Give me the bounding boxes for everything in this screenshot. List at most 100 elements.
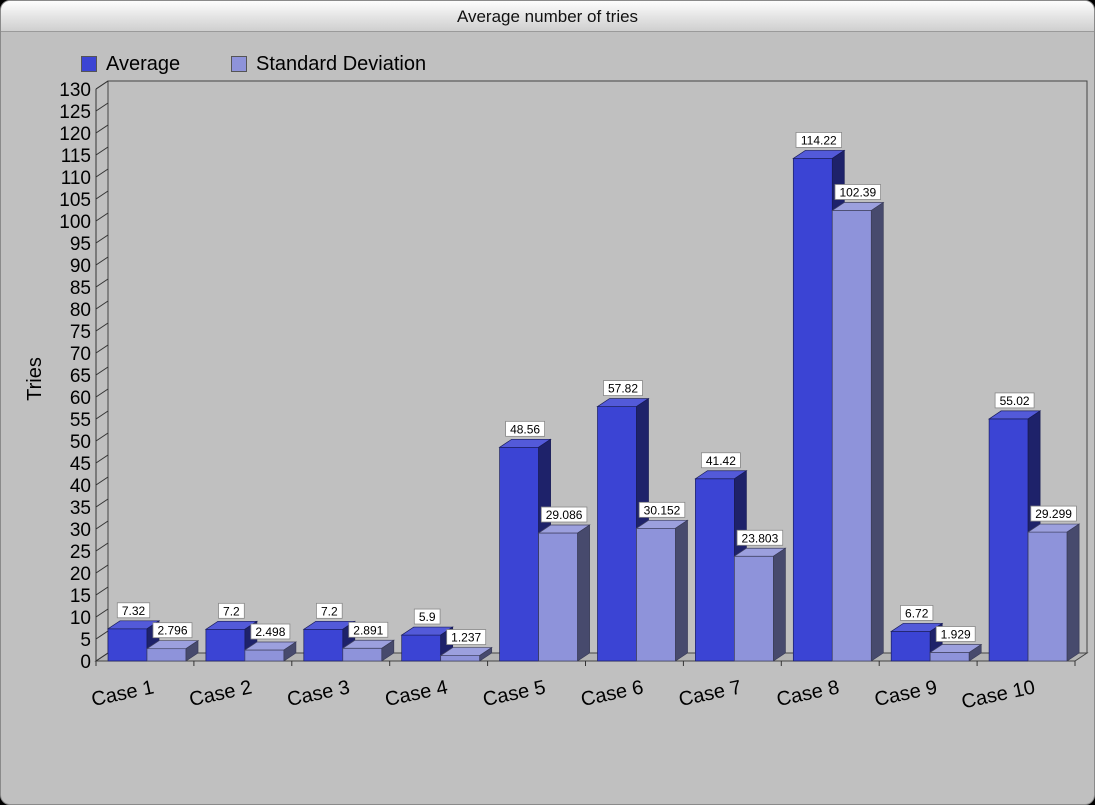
bar-side-face xyxy=(283,641,297,662)
data-label-box xyxy=(935,626,976,642)
x-tick-label: Case 4 xyxy=(383,676,450,711)
y-tick-mark xyxy=(95,476,109,486)
data-label: 2.498 xyxy=(255,625,285,639)
y-tick-label: 20 xyxy=(70,564,91,585)
bars-group xyxy=(106,149,1081,662)
data-label: 7.2 xyxy=(321,604,338,618)
bar-side-face xyxy=(675,519,688,662)
x-tick-label: Case 6 xyxy=(579,676,646,711)
data-label: 7.32 xyxy=(122,604,146,618)
y-tick-mark xyxy=(95,520,109,530)
data-label: 102.39 xyxy=(839,185,876,199)
data-label-box xyxy=(701,452,741,469)
bar-standard-deviation xyxy=(929,652,970,662)
bar-side-face xyxy=(479,646,493,662)
y-tick-mark xyxy=(95,256,109,266)
bar-average xyxy=(890,631,931,662)
data-label-box xyxy=(900,605,934,621)
bar-average xyxy=(401,634,442,662)
y-tick-label: 115 xyxy=(61,146,91,167)
x-tick-label: Case 5 xyxy=(481,676,548,711)
data-label-box xyxy=(603,380,643,396)
y-tick-label: 55 xyxy=(70,410,91,431)
data-label-box xyxy=(250,623,291,640)
data-label-box xyxy=(348,621,389,638)
bar-average xyxy=(597,406,637,662)
y-tick-mark xyxy=(95,608,109,618)
data-label: 55.02 xyxy=(1000,394,1030,408)
data-label-box xyxy=(834,184,881,200)
legend-swatch-average xyxy=(81,56,97,72)
y-tick-label: 50 xyxy=(70,432,91,453)
y-tick-label: 40 xyxy=(70,476,91,497)
x-tick-label: Case 10 xyxy=(960,676,1037,713)
y-tick-label: 125 xyxy=(59,102,91,123)
y-tick-mark xyxy=(95,630,109,640)
bar-side-face xyxy=(1066,523,1080,662)
x-tick-label: Case 9 xyxy=(873,676,940,711)
bar-average xyxy=(988,418,1029,662)
legend-label-average: Average xyxy=(106,53,181,75)
bar-standard-deviation xyxy=(636,527,676,662)
y-tick-label: 30 xyxy=(70,520,91,541)
data-label-box xyxy=(638,501,686,518)
y-tick-label: 5 xyxy=(80,630,91,651)
y-tick-mark xyxy=(95,102,109,112)
y-tick-label: 130 xyxy=(59,80,91,101)
legend-swatch-standard-deviation xyxy=(231,56,247,72)
bar-average xyxy=(695,478,735,662)
y-tick-mark xyxy=(95,410,109,420)
y-tick-label: 85 xyxy=(70,278,91,299)
y-tick-mark xyxy=(95,498,109,508)
bar-standard-deviation xyxy=(1027,531,1068,662)
y-tick-mark xyxy=(95,190,109,200)
y-tick-label: 75 xyxy=(70,322,91,343)
data-label: 2.891 xyxy=(353,623,383,637)
data-label: 2.796 xyxy=(157,624,187,638)
data-label-box xyxy=(152,622,193,639)
data-label-box xyxy=(315,602,343,619)
data-label: 7.2 xyxy=(223,604,240,618)
y-tick-label: 70 xyxy=(70,344,91,365)
y-tick-mark xyxy=(95,80,109,90)
bar-standard-deviation xyxy=(244,649,285,662)
y-tick-mark xyxy=(95,432,109,442)
x-tick-label: Case 1 xyxy=(89,676,156,711)
y-tick-label: 15 xyxy=(70,586,91,607)
y-tick-mark xyxy=(95,278,109,288)
y-tick-label: 25 xyxy=(70,542,91,563)
data-label: 6.72 xyxy=(905,606,929,620)
y-tick-mark xyxy=(95,454,109,464)
data-label-box xyxy=(994,392,1035,409)
y-tick-mark xyxy=(95,344,109,354)
y-tick-mark xyxy=(95,388,109,398)
bar-standard-deviation xyxy=(538,532,578,662)
x-tick-label: Case 3 xyxy=(285,676,352,711)
y-tick-mark xyxy=(95,542,109,552)
data-labels-group: 7.32 2.796 7.2 2.498 7.2 2.891 5.9 1.237 48.56 29… xyxy=(116,132,1077,645)
bar-side-face xyxy=(870,201,884,662)
y-tick-label: 120 xyxy=(59,124,91,145)
y-axis-label: Tries xyxy=(24,357,46,401)
y-tick-mark xyxy=(95,322,109,332)
x-tick-label: Case 7 xyxy=(677,676,744,711)
legend-label-standard-deviation: Standard Deviation xyxy=(256,53,427,75)
y-tick-label: 110 xyxy=(61,168,91,189)
data-label-box xyxy=(1030,505,1077,522)
y-tick-label: 10 xyxy=(70,608,91,629)
bar-standard-deviation xyxy=(146,648,187,662)
y-tick-mark xyxy=(95,212,109,222)
data-label-box xyxy=(218,602,245,619)
bar-standard-deviation xyxy=(342,647,383,662)
title-bar: Average number of tries xyxy=(1,1,1094,32)
y-tick-mark xyxy=(95,366,109,376)
bar-average xyxy=(792,158,833,662)
data-label-box xyxy=(446,629,487,645)
data-label: 41.42 xyxy=(706,454,736,468)
y-tick-mark xyxy=(95,146,109,156)
bar-average xyxy=(303,628,344,662)
y-tick-mark xyxy=(95,564,109,574)
y-tick-mark xyxy=(95,586,109,596)
